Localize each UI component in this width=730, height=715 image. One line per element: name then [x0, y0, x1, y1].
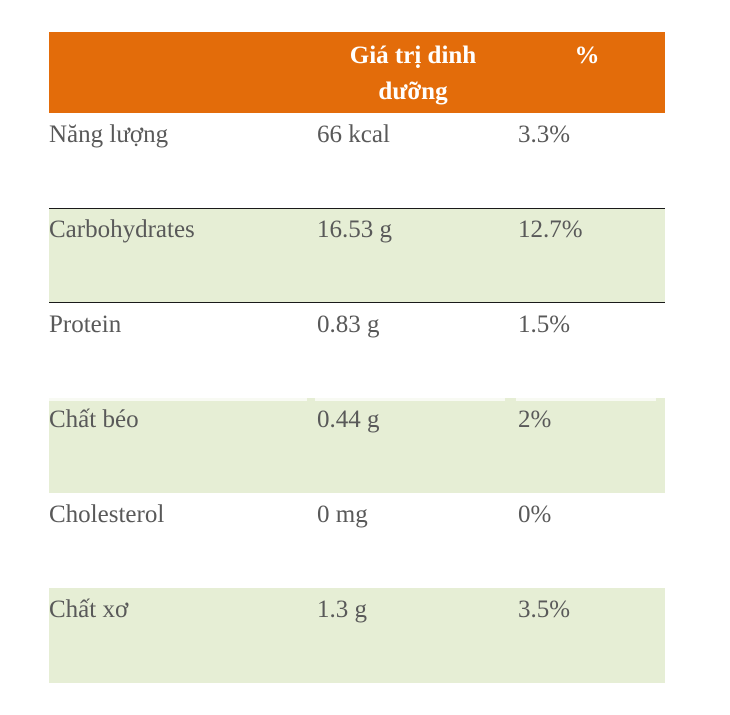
nutrient-percent: 12.7%: [518, 216, 583, 243]
nutrient-name: Cholesterol: [49, 501, 165, 528]
nutrient-value: 0.44 g: [317, 406, 380, 433]
row-divider: [49, 398, 307, 401]
nutrient-name: Chất xơ: [49, 596, 129, 623]
table-row: Cholesterol 0 mg 0%: [49, 493, 665, 588]
nutrient-percent: 3.5%: [518, 596, 571, 623]
nutrient-percent: 1.5%: [518, 311, 571, 338]
nutrient-percent: 2%: [518, 406, 552, 433]
nutrient-value: 0.83 g: [317, 311, 380, 338]
nutrient-value: 0 mg: [317, 501, 368, 528]
nutrient-percent: 3.3%: [518, 121, 571, 148]
nutrient-name: Năng lượng: [49, 121, 169, 148]
nutrition-table: Giá trị dinh dưỡng % Năng lượng 66 kcal …: [49, 32, 665, 683]
nutrient-name: Protein: [49, 311, 122, 338]
nutrient-value: 66 kcal: [317, 121, 390, 148]
nutrient-value: 16.53 g: [317, 216, 392, 243]
header-percent: %: [574, 42, 600, 69]
table-row: Carbohydrates 16.53 g 12.7%: [49, 208, 665, 303]
row-divider: [315, 398, 505, 401]
table-row: Chất xơ 1.3 g 3.5%: [49, 588, 665, 683]
nutrient-name: Carbohydrates: [49, 216, 195, 243]
table-row: Protein 0.83 g 1.5%: [49, 303, 665, 398]
nutrient-name: Chất béo: [49, 406, 139, 433]
table-row: Năng lượng 66 kcal 3.3%: [49, 113, 665, 208]
nutrient-value: 1.3 g: [317, 596, 367, 623]
row-divider: [516, 398, 656, 401]
header-nutrition-value: Giá trị dinh dưỡng: [349, 42, 477, 105]
table-row: Chất béo 0.44 g 2%: [49, 398, 665, 493]
nutrient-percent: 0%: [518, 501, 552, 528]
table-header-row: Giá trị dinh dưỡng %: [49, 32, 665, 113]
